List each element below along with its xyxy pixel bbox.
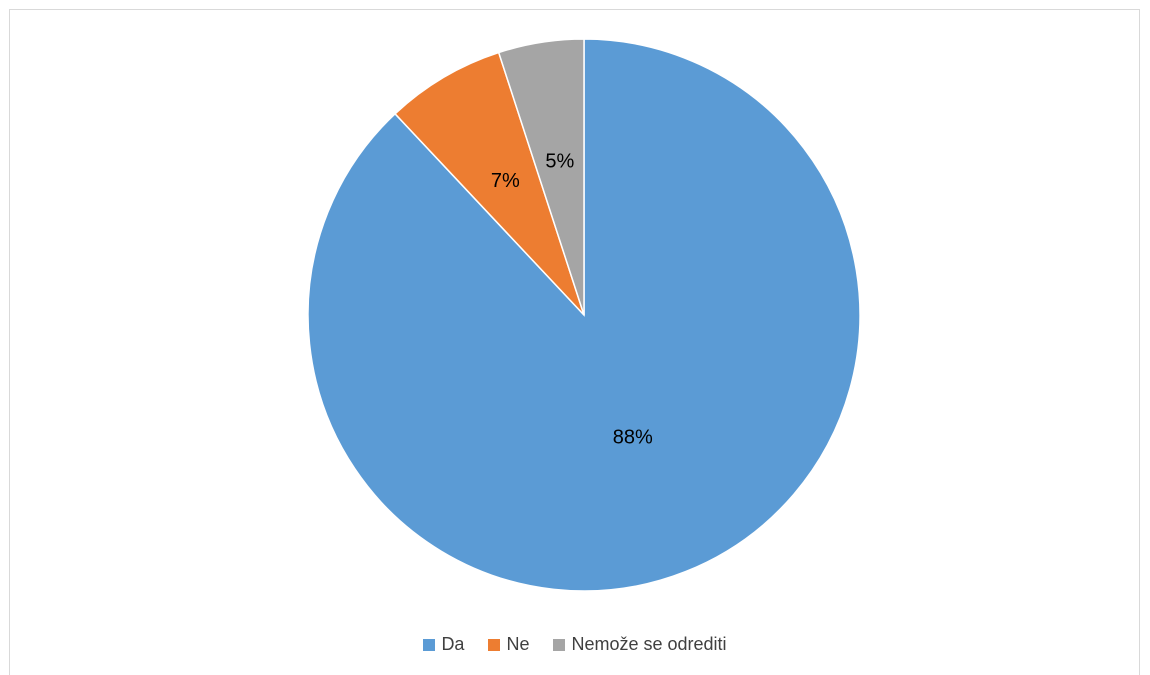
legend-item-nemo-e-se-odrediti: Nemože se odrediti	[553, 634, 727, 655]
data-label-ne: 7%	[491, 170, 520, 192]
pie-slice-nemo-e-se-odrediti	[497, 38, 585, 316]
data-label-nemo-e-se-odrediti: 5%	[545, 151, 574, 173]
legend-swatch	[423, 638, 436, 651]
legend-swatch	[553, 638, 566, 651]
legend-label: Da	[441, 634, 465, 654]
legend-label: Nemože se odrediti	[571, 634, 727, 654]
legend-label: Ne	[506, 634, 530, 654]
pie-slice-ne	[394, 51, 585, 316]
legend: Da Ne Nemože se odrediti	[0, 634, 1150, 655]
legend-item-ne: Ne	[488, 634, 529, 655]
legend-swatch	[488, 638, 501, 651]
legend-item-da: Da	[423, 634, 464, 655]
data-label-da: 88%	[613, 426, 653, 448]
